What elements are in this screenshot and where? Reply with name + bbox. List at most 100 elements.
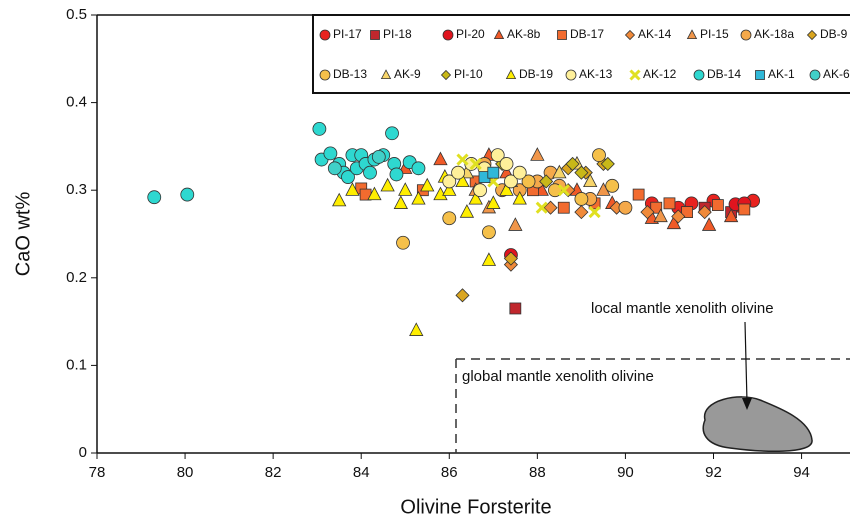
- marker: [508, 217, 523, 231]
- marker: [583, 173, 598, 188]
- y-tick-label: 0.2: [66, 269, 87, 286]
- legend: [312, 14, 850, 94]
- marker: [481, 252, 497, 266]
- legend-label: AK-14: [638, 27, 672, 41]
- marker: [565, 156, 580, 171]
- marker: [650, 201, 663, 214]
- marker: [512, 165, 527, 180]
- marker: [653, 208, 668, 223]
- marker: [473, 183, 488, 198]
- marker: [557, 30, 567, 40]
- marker: [681, 206, 693, 219]
- marker: [482, 225, 496, 240]
- x-tick-label: 86: [441, 464, 458, 481]
- plot-area: 78 80 82 84 86 88 90 92 94 0 0.1 0.2 0.3 0.4 0.5: [66, 6, 850, 481]
- x-tick-label: 84: [353, 464, 370, 481]
- x-tick-label: 88: [529, 464, 546, 481]
- marker: [370, 30, 380, 40]
- marker: [605, 178, 620, 193]
- marker: [180, 187, 195, 202]
- x-tick-label: 82: [265, 464, 282, 481]
- marker: [809, 69, 821, 81]
- marker: [147, 190, 162, 205]
- x-tick-label: 94: [793, 464, 810, 481]
- marker: [499, 182, 514, 196]
- x-tick-label: 92: [705, 464, 722, 481]
- marker: [411, 190, 426, 205]
- marker: [323, 146, 338, 161]
- marker: [504, 174, 518, 189]
- marker: [319, 29, 331, 41]
- marker: [557, 201, 570, 214]
- marker: [389, 167, 404, 182]
- marker: [442, 29, 454, 41]
- arrowhead: [742, 398, 752, 410]
- marker: [468, 190, 483, 205]
- marker: [442, 211, 457, 226]
- y-tick-label: 0.5: [66, 6, 87, 23]
- marker: [393, 195, 409, 209]
- annotation: local mantle xenolith olivine: [591, 300, 774, 317]
- marker: [574, 205, 589, 220]
- marker: [380, 69, 392, 79]
- marker: [319, 69, 331, 81]
- x-tick-label: 80: [177, 464, 194, 481]
- legend-label: PI-20: [456, 27, 485, 41]
- legend-label: DB-17: [570, 27, 604, 41]
- marker: [697, 205, 712, 220]
- marker: [398, 182, 413, 196]
- legend-label: DB-13: [333, 67, 367, 81]
- marker: [535, 201, 548, 214]
- y-tick-label: 0: [79, 444, 87, 461]
- marker: [521, 174, 536, 189]
- marker: [420, 177, 435, 192]
- marker: [367, 186, 382, 201]
- marker: [451, 165, 465, 180]
- marker: [456, 153, 469, 166]
- legend-label: AK-9: [394, 67, 421, 81]
- y-tick-label: 0.4: [66, 94, 87, 111]
- legend-label: AK-8b: [507, 27, 541, 41]
- marker: [440, 69, 452, 81]
- marker: [755, 70, 765, 80]
- annotation: global mantle xenolith olivine: [462, 368, 654, 385]
- marker: [332, 192, 347, 207]
- marker: [600, 156, 615, 171]
- marker: [469, 157, 482, 170]
- legend-label: AK-13: [579, 67, 613, 81]
- y-axis-title: CaO wt%: [12, 192, 34, 277]
- legend-items: PI-17 PI-18 PI-20 AK-8b DB-17 AK-14 PI-15 AK-18…: [319, 27, 850, 81]
- marker: [624, 29, 636, 41]
- legend-label: PI-17: [333, 27, 362, 41]
- marker: [723, 208, 739, 223]
- marker: [385, 126, 399, 141]
- marker: [327, 161, 342, 176]
- marker: [499, 157, 514, 171]
- marker: [493, 29, 505, 39]
- marker: [530, 147, 545, 161]
- marker: [380, 177, 395, 192]
- legend-label: AK-1: [768, 67, 795, 81]
- marker: [411, 161, 426, 176]
- marker: [433, 151, 448, 166]
- marker: [505, 69, 517, 79]
- legend-label: PI-18: [383, 27, 412, 41]
- marker: [552, 164, 567, 179]
- marker: [640, 205, 655, 220]
- y-tick-label: 0.1: [66, 356, 87, 373]
- marker: [503, 251, 518, 266]
- marker: [487, 166, 500, 179]
- marker: [490, 148, 505, 163]
- x-axis-title: Olivine Forsterite: [400, 496, 551, 518]
- marker: [629, 69, 641, 81]
- x-tick-label: 78: [89, 464, 106, 481]
- marker: [738, 203, 751, 216]
- legend-label: DB-14: [707, 67, 741, 81]
- marker: [618, 200, 633, 215]
- x-tick-label: 90: [617, 464, 634, 481]
- marker: [693, 69, 705, 81]
- marker: [565, 69, 577, 81]
- marker: [666, 215, 682, 230]
- marker: [409, 322, 424, 336]
- marker: [459, 204, 475, 218]
